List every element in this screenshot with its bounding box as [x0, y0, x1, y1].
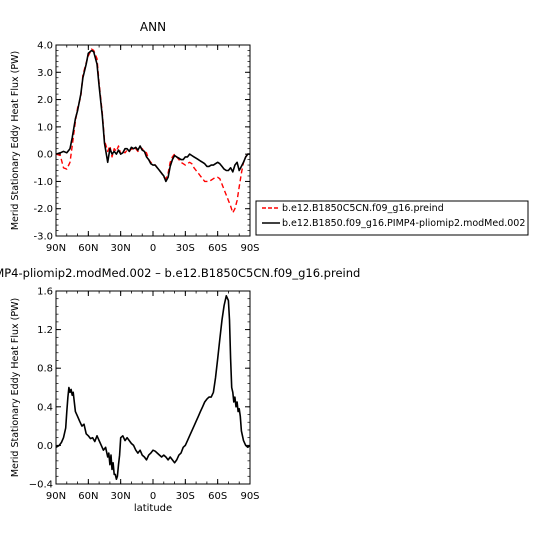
y-tick-label: -2.0 [33, 204, 53, 215]
y-tick-label: 3.0 [37, 68, 53, 79]
x-tick-label: 90N [46, 491, 66, 502]
x-tick-label: 30S [176, 491, 195, 502]
y-tick-label: 1.2 [37, 325, 53, 336]
x-tick-label: 60S [208, 491, 227, 502]
x-tick-label: 90S [240, 491, 259, 502]
y-tick-label: -1.0 [33, 177, 53, 188]
chart-title: ANN [140, 20, 166, 34]
y-tick-label: 0.8 [37, 364, 53, 375]
series-line-2 [55, 49, 250, 183]
y-tick-label: 1.0 [37, 122, 53, 133]
x-tick-label: 60N [78, 243, 98, 254]
plot-frame [55, 44, 251, 237]
y-tick-label: 0.0 [37, 441, 53, 452]
x-tick-label: 60S [208, 243, 227, 254]
x-tick-label: 30N [111, 491, 131, 502]
x-tick-label: 60N [78, 491, 98, 502]
chart-bottom: 16.PIMP4-pliomip2.modMed.002 – b.e12.B18… [0, 266, 360, 514]
x-tick-label: 90N [46, 243, 66, 254]
x-tick-label: 90S [240, 243, 259, 254]
legend: b.e12.B1850C5CN.f09_g16.preind b.e12.B185… [255, 200, 529, 236]
y-tick-label: 0.4 [37, 402, 53, 413]
x-tick-label: 0 [150, 243, 156, 254]
y-tick-label: 0.0 [37, 150, 53, 161]
y-tick-label: 4.0 [37, 41, 53, 52]
y-axis-label: Merid Stationary Eddy Heat Flux (PW) [10, 51, 21, 230]
chart-top: ANN 90N 60N 30N 0 30S 60S 90S -3.0 -2.0 -1.0 0.0 1.0… [10, 20, 260, 254]
series-line-1 [55, 294, 251, 481]
legend-box [255, 200, 529, 236]
series-line-1 [55, 48, 250, 214]
y-tick-label: -3.0 [33, 232, 53, 243]
x-tick-label: 30S [176, 243, 195, 254]
y-tick-label: −0.4 [29, 480, 53, 491]
chart-title: 16.PIMP4-pliomip2.modMed.002 – b.e12.B18… [0, 266, 360, 280]
y-tick-label: 2.0 [37, 95, 53, 106]
legend-entry-2: b.e12.B1850.f09_g16.PIMP4-pliomip2.modMe… [282, 218, 525, 229]
x-axis-label: latitude [134, 503, 172, 514]
y-tick-label: 1.6 [37, 287, 53, 298]
x-tick-label: 0 [150, 491, 156, 502]
x-tick-label: 30N [111, 243, 131, 254]
legend-entry-1: b.e12.B1850C5CN.f09_g16.preind [282, 203, 444, 214]
y-axis-label: Merid Stationary Eddy Heat Flux (PW) [10, 298, 21, 477]
plot-frame [55, 290, 251, 485]
